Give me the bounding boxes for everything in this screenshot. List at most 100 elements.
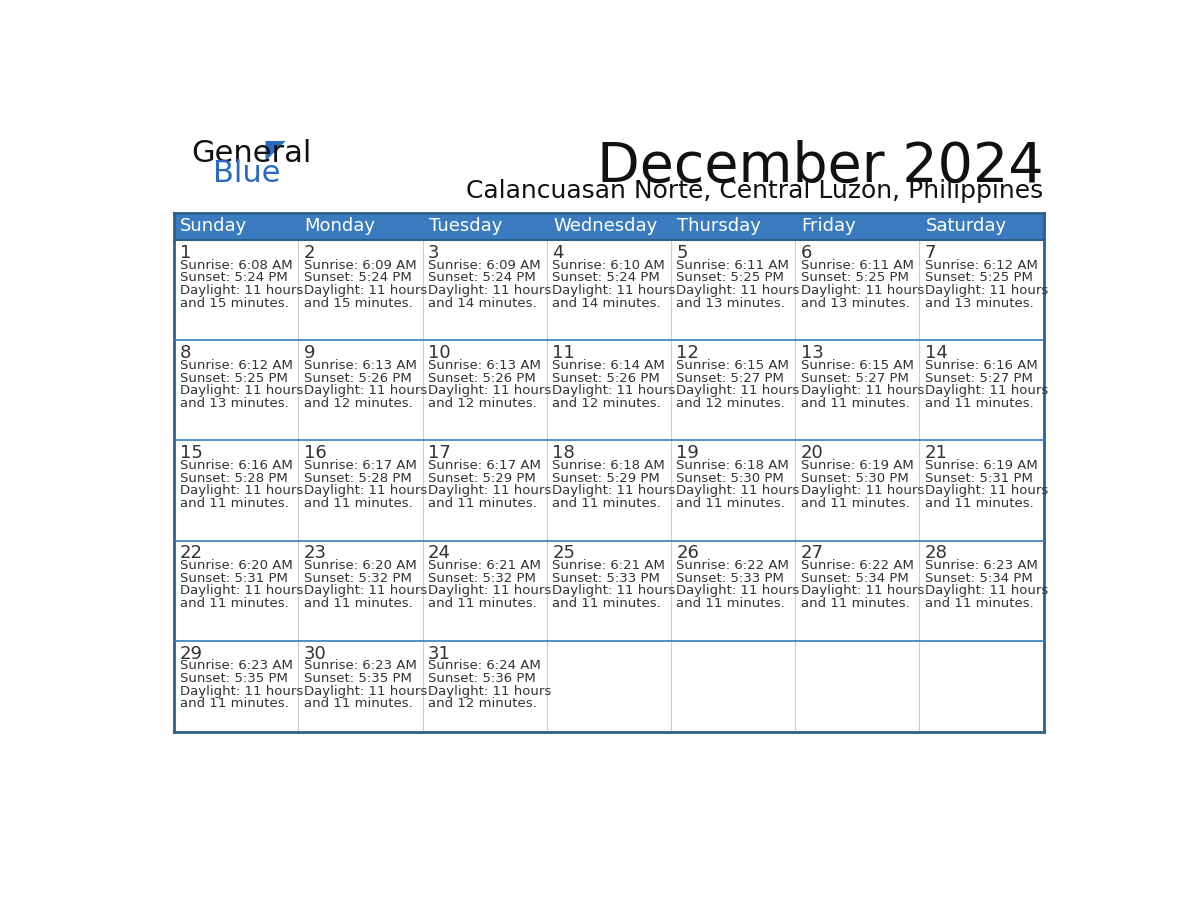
Text: Sunrise: 6:20 AM: Sunrise: 6:20 AM xyxy=(179,559,292,572)
Text: and 15 minutes.: and 15 minutes. xyxy=(304,297,412,310)
Text: and 12 minutes.: and 12 minutes. xyxy=(552,397,661,410)
Text: Tuesday: Tuesday xyxy=(429,218,503,235)
Text: Sunrise: 6:16 AM: Sunrise: 6:16 AM xyxy=(179,459,292,472)
Text: Sunrise: 6:18 AM: Sunrise: 6:18 AM xyxy=(676,459,789,472)
Text: Daylight: 11 hours: Daylight: 11 hours xyxy=(552,385,676,397)
Text: and 11 minutes.: and 11 minutes. xyxy=(179,497,289,510)
Text: and 11 minutes.: and 11 minutes. xyxy=(801,598,909,610)
Text: 28: 28 xyxy=(924,544,948,563)
Text: Daylight: 11 hours: Daylight: 11 hours xyxy=(428,285,551,297)
Text: Sunrise: 6:16 AM: Sunrise: 6:16 AM xyxy=(924,359,1037,372)
Text: Sunrise: 6:08 AM: Sunrise: 6:08 AM xyxy=(179,259,292,272)
Text: Daylight: 11 hours: Daylight: 11 hours xyxy=(552,285,676,297)
Text: Daylight: 11 hours: Daylight: 11 hours xyxy=(179,685,303,698)
Polygon shape xyxy=(266,141,285,161)
Text: Sunrise: 6:20 AM: Sunrise: 6:20 AM xyxy=(304,559,417,572)
Text: and 11 minutes.: and 11 minutes. xyxy=(924,397,1034,410)
Text: Daylight: 11 hours: Daylight: 11 hours xyxy=(179,585,303,598)
Text: 17: 17 xyxy=(428,444,450,463)
Text: and 11 minutes.: and 11 minutes. xyxy=(676,598,785,610)
Text: Calancuasan Norte, Central Luzon, Philippines: Calancuasan Norte, Central Luzon, Philip… xyxy=(467,179,1043,204)
Text: Sunrise: 6:13 AM: Sunrise: 6:13 AM xyxy=(304,359,417,372)
Text: Sunset: 5:26 PM: Sunset: 5:26 PM xyxy=(304,372,411,385)
Text: Sunset: 5:24 PM: Sunset: 5:24 PM xyxy=(179,272,287,285)
Text: Sunrise: 6:17 AM: Sunrise: 6:17 AM xyxy=(304,459,417,472)
Text: Sunrise: 6:22 AM: Sunrise: 6:22 AM xyxy=(801,559,914,572)
Text: and 12 minutes.: and 12 minutes. xyxy=(676,397,785,410)
Text: and 11 minutes.: and 11 minutes. xyxy=(304,598,412,610)
Text: Daylight: 11 hours: Daylight: 11 hours xyxy=(179,285,303,297)
Text: Daylight: 11 hours: Daylight: 11 hours xyxy=(676,285,800,297)
Text: Friday: Friday xyxy=(802,218,857,235)
Text: 15: 15 xyxy=(179,444,202,463)
Text: and 12 minutes.: and 12 minutes. xyxy=(428,698,537,711)
Text: 26: 26 xyxy=(676,544,700,563)
Text: Sunrise: 6:09 AM: Sunrise: 6:09 AM xyxy=(428,259,541,272)
Bar xyxy=(175,213,1043,241)
Text: 8: 8 xyxy=(179,344,191,363)
Text: Sunrise: 6:21 AM: Sunrise: 6:21 AM xyxy=(428,559,541,572)
Text: and 11 minutes.: and 11 minutes. xyxy=(179,598,289,610)
Text: Sunset: 5:31 PM: Sunset: 5:31 PM xyxy=(924,472,1032,485)
Text: and 13 minutes.: and 13 minutes. xyxy=(924,297,1034,310)
Text: Sunset: 5:26 PM: Sunset: 5:26 PM xyxy=(428,372,536,385)
Text: Daylight: 11 hours: Daylight: 11 hours xyxy=(428,485,551,498)
Text: Sunset: 5:29 PM: Sunset: 5:29 PM xyxy=(428,472,536,485)
Text: Sunset: 5:25 PM: Sunset: 5:25 PM xyxy=(801,272,909,285)
Text: Daylight: 11 hours: Daylight: 11 hours xyxy=(304,585,426,598)
Text: 16: 16 xyxy=(304,444,327,463)
Text: Sunset: 5:30 PM: Sunset: 5:30 PM xyxy=(801,472,909,485)
Text: and 15 minutes.: and 15 minutes. xyxy=(179,297,289,310)
Text: and 11 minutes.: and 11 minutes. xyxy=(304,698,412,711)
Text: and 11 minutes.: and 11 minutes. xyxy=(179,698,289,711)
Text: Sunrise: 6:21 AM: Sunrise: 6:21 AM xyxy=(552,559,665,572)
Text: Sunrise: 6:22 AM: Sunrise: 6:22 AM xyxy=(676,559,789,572)
Text: Sunrise: 6:15 AM: Sunrise: 6:15 AM xyxy=(676,359,789,372)
Text: 1: 1 xyxy=(179,244,191,263)
Text: Sunset: 5:34 PM: Sunset: 5:34 PM xyxy=(924,572,1032,585)
Text: Sunset: 5:27 PM: Sunset: 5:27 PM xyxy=(676,372,784,385)
Text: Daylight: 11 hours: Daylight: 11 hours xyxy=(801,585,924,598)
Text: Sunset: 5:25 PM: Sunset: 5:25 PM xyxy=(179,372,287,385)
Text: Sunrise: 6:15 AM: Sunrise: 6:15 AM xyxy=(801,359,914,372)
Text: 30: 30 xyxy=(304,644,327,663)
Text: Sunset: 5:36 PM: Sunset: 5:36 PM xyxy=(428,672,536,685)
Text: Sunset: 5:33 PM: Sunset: 5:33 PM xyxy=(552,572,661,585)
Text: Sunset: 5:24 PM: Sunset: 5:24 PM xyxy=(304,272,411,285)
Text: Sunset: 5:35 PM: Sunset: 5:35 PM xyxy=(304,672,411,685)
Text: Daylight: 11 hours: Daylight: 11 hours xyxy=(801,385,924,397)
Text: Sunrise: 6:12 AM: Sunrise: 6:12 AM xyxy=(924,259,1037,272)
Text: Sunset: 5:25 PM: Sunset: 5:25 PM xyxy=(676,272,784,285)
Text: Daylight: 11 hours: Daylight: 11 hours xyxy=(924,385,1048,397)
Text: Sunrise: 6:09 AM: Sunrise: 6:09 AM xyxy=(304,259,416,272)
Text: 19: 19 xyxy=(676,444,700,463)
Text: Sunset: 5:35 PM: Sunset: 5:35 PM xyxy=(179,672,287,685)
Text: Sunrise: 6:12 AM: Sunrise: 6:12 AM xyxy=(179,359,292,372)
Text: Sunset: 5:30 PM: Sunset: 5:30 PM xyxy=(676,472,784,485)
Text: and 14 minutes.: and 14 minutes. xyxy=(428,297,537,310)
Text: Sunrise: 6:11 AM: Sunrise: 6:11 AM xyxy=(676,259,789,272)
Text: Sunset: 5:24 PM: Sunset: 5:24 PM xyxy=(552,272,659,285)
Text: Sunrise: 6:13 AM: Sunrise: 6:13 AM xyxy=(428,359,541,372)
Text: Daylight: 11 hours: Daylight: 11 hours xyxy=(304,485,426,498)
Text: Daylight: 11 hours: Daylight: 11 hours xyxy=(924,285,1048,297)
Text: 21: 21 xyxy=(924,444,948,463)
Text: Daylight: 11 hours: Daylight: 11 hours xyxy=(676,385,800,397)
Text: and 11 minutes.: and 11 minutes. xyxy=(801,397,909,410)
Text: and 11 minutes.: and 11 minutes. xyxy=(676,497,785,510)
Text: 22: 22 xyxy=(179,544,202,563)
Text: December 2024: December 2024 xyxy=(598,140,1043,194)
Text: Sunset: 5:29 PM: Sunset: 5:29 PM xyxy=(552,472,659,485)
Text: Daylight: 11 hours: Daylight: 11 hours xyxy=(801,485,924,498)
Text: and 11 minutes.: and 11 minutes. xyxy=(552,598,661,610)
Text: 5: 5 xyxy=(676,244,688,263)
Text: 6: 6 xyxy=(801,244,811,263)
Text: Sunset: 5:33 PM: Sunset: 5:33 PM xyxy=(676,572,784,585)
Text: Sunrise: 6:24 AM: Sunrise: 6:24 AM xyxy=(428,659,541,672)
Text: Daylight: 11 hours: Daylight: 11 hours xyxy=(924,485,1048,498)
Text: Daylight: 11 hours: Daylight: 11 hours xyxy=(428,585,551,598)
Text: 3: 3 xyxy=(428,244,440,263)
Text: Sunrise: 6:18 AM: Sunrise: 6:18 AM xyxy=(552,459,665,472)
Text: and 12 minutes.: and 12 minutes. xyxy=(428,397,537,410)
Text: Sunday: Sunday xyxy=(181,218,247,235)
